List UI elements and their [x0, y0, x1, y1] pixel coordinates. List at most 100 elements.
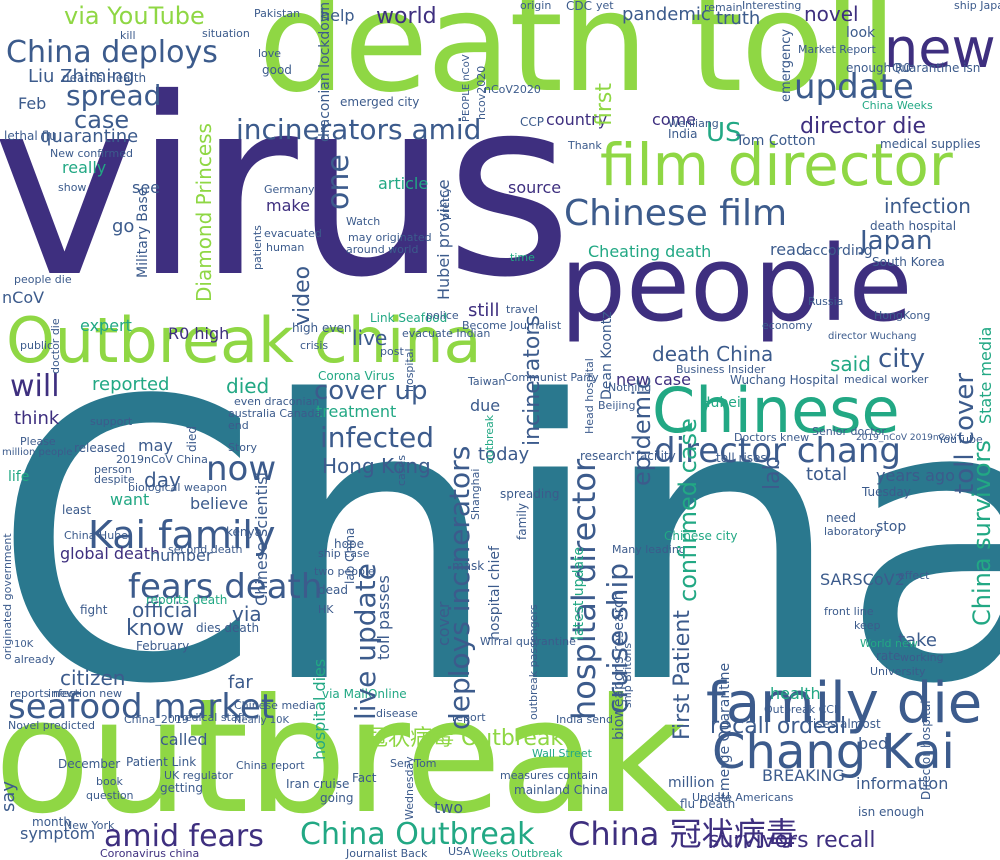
word-hong-kong: Hong Kong: [322, 454, 431, 478]
word-china-outbreak: China Outbreak: [300, 817, 535, 852]
word-global-death: global death: [60, 544, 161, 563]
word-case: case: [74, 106, 130, 134]
word-hospital: hospital: [403, 348, 416, 392]
word-really: really: [62, 158, 107, 177]
word-health: health: [770, 684, 821, 703]
word-journalist-back: Journalist Back: [346, 847, 428, 860]
word-people: people: [560, 223, 913, 345]
word-india: India: [668, 127, 698, 141]
word-number: number: [150, 546, 213, 565]
word-doctors-knew: Doctors knew: [734, 431, 810, 444]
word-tom-cotton: Tom Cotton: [736, 133, 816, 149]
word-outbreak: outbreak: [0, 665, 686, 849]
word-ncov2020: nCoV2020: [484, 83, 541, 96]
word-hk: HK: [318, 603, 334, 616]
word-source: source: [508, 178, 562, 197]
word-china-report: China report: [236, 759, 305, 772]
word-new-confirmed: New confirmed: [50, 147, 133, 160]
word-ncov2020b: ncov2020: [475, 65, 488, 120]
word-enough-r0: enough R0: [846, 61, 911, 75]
word-post: post: [380, 345, 404, 358]
word-years-ago: years ago: [876, 466, 955, 485]
word-article: article: [378, 174, 429, 193]
word-10k: 10K: [14, 639, 34, 650]
word-wall-street: Wall Street: [532, 747, 592, 760]
word-two-people: two people: [314, 565, 375, 578]
word-china-deploys: China deploys: [6, 35, 218, 70]
word-stop: stop: [876, 519, 907, 535]
word-today: today: [478, 444, 530, 465]
word-expert: expert: [80, 316, 132, 335]
word-hubei: Hubei: [700, 395, 741, 411]
word-million: million: [668, 775, 715, 791]
word-spreading: spreading: [500, 487, 560, 501]
word-new-case: new case: [616, 370, 691, 389]
word-make: make: [266, 196, 310, 215]
word-wirral-quarantine: Wirral quarantine: [480, 635, 576, 648]
word-show: show: [58, 181, 87, 194]
word-dead: dead: [318, 583, 348, 597]
word-taiwan: Taiwan: [468, 375, 506, 388]
word-fight: fight: [80, 603, 108, 617]
word-outbreak-small: outbreak: [483, 414, 496, 464]
word-feb: Feb: [18, 94, 47, 113]
word-iran-cruise: Iran cruise: [286, 777, 350, 791]
word-go: go: [112, 216, 135, 237]
word-shanghai: Shanghai: [469, 468, 482, 520]
word-kenya: kenya: [226, 525, 262, 539]
word-information: information: [856, 774, 949, 793]
word-good: good: [262, 63, 292, 77]
word-director-wuchang: director Wuchang: [828, 331, 917, 342]
word-treatment: treatment: [316, 402, 397, 421]
word-research-facility: research facility: [580, 449, 676, 463]
word-emergency: emergency: [779, 28, 794, 102]
word-originated-government: originated government: [1, 533, 14, 660]
word-australia-canada: australia Canada: [228, 407, 322, 420]
word-say: say: [0, 780, 19, 812]
word-reports-death: reports death: [146, 593, 228, 607]
word-link-seafood: Link Seafood: [370, 311, 448, 325]
word-lab: lab: [760, 456, 785, 490]
word-release: released: [74, 441, 126, 455]
word-via: via: [232, 602, 262, 626]
word-toll-rises: toll rises: [716, 451, 767, 465]
word-said: said: [830, 352, 871, 376]
word-outbreak-china: Outbreak china: [6, 304, 482, 377]
word-seafood-market: seafood market: [8, 687, 275, 727]
word-director-hospital: Director hospital: [919, 700, 933, 800]
word-cover-up: cover up: [314, 376, 428, 406]
word-cover: cover: [434, 601, 453, 646]
word-hope: hope: [334, 537, 364, 551]
word-incinerators: incinerators: [520, 315, 545, 446]
word-novel-predicted: Novel predicted: [8, 719, 95, 732]
word-china-weeks: China Weeks: [862, 99, 933, 112]
word-pakistan: Pakistan: [254, 7, 301, 20]
word-latest-update: latest update: [571, 546, 587, 640]
word-toll-passes: toll passes: [374, 575, 393, 660]
word-death-toll: death toll: [258, 0, 898, 123]
word-measures-contain: measures contain: [500, 769, 599, 782]
word-bed: bed: [858, 734, 889, 753]
word-university: University: [870, 665, 926, 678]
word-germany: Germany: [264, 183, 315, 196]
word-chinese: Chinese: [652, 374, 900, 447]
word-hongkong: HongKong: [874, 309, 931, 322]
word-many-leading: Many leading: [612, 543, 686, 556]
word-diamond-princess: Diamond Princess: [192, 123, 216, 302]
word-story: Story: [228, 441, 258, 454]
word-remain: remain: [704, 1, 743, 14]
word-isn-enough: isn enough: [858, 805, 925, 819]
word-video: video: [290, 265, 315, 326]
word-chang-kai: Chang Kai: [712, 724, 955, 780]
word-market-report: Market Report: [798, 43, 876, 56]
word-situation: situation: [202, 27, 250, 40]
word-russia: Russia: [808, 295, 844, 308]
word-keep: keep: [854, 619, 881, 632]
word-according: according: [804, 243, 873, 259]
word-breaking: BREAKING: [762, 766, 845, 785]
word-uk-regulator: UK regulator: [164, 769, 234, 782]
word-reports-new: reports new: [10, 687, 76, 700]
word-military-base: Military Base: [135, 187, 151, 278]
word-deaths-health: deaths Health: [62, 71, 147, 85]
